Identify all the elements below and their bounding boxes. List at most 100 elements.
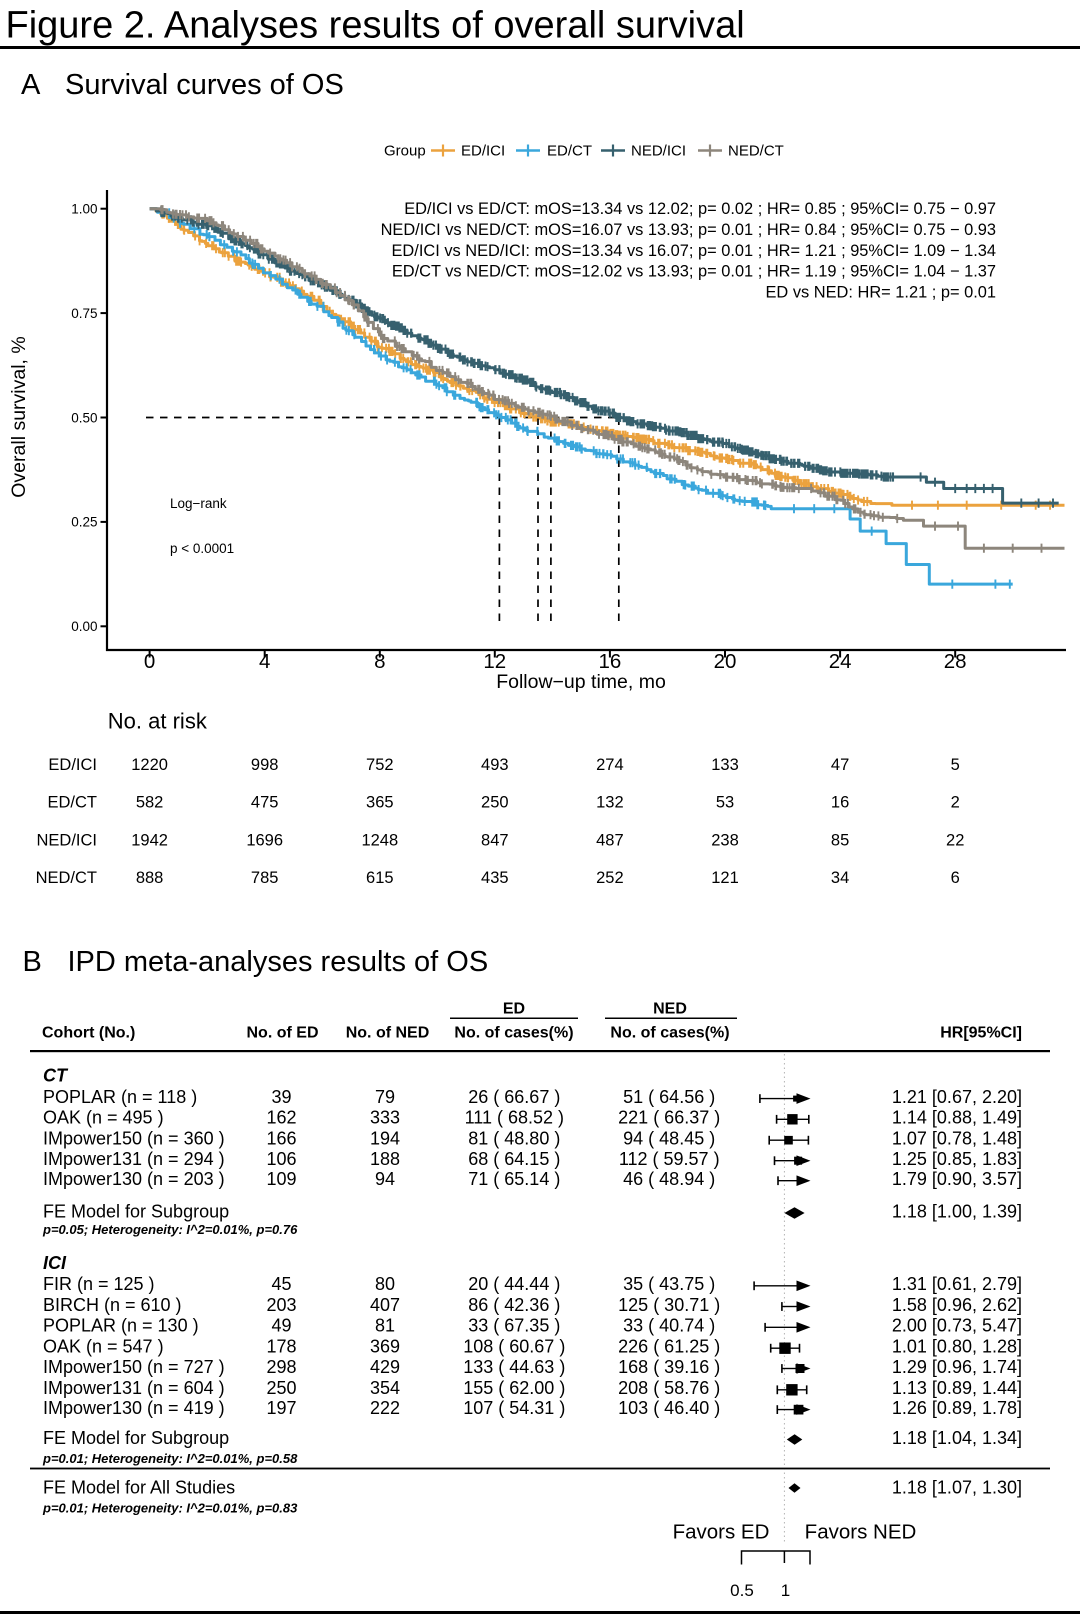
svg-text:132: 132: [596, 794, 624, 812]
svg-text:NED: NED: [653, 1001, 687, 1018]
svg-text:ICI: ICI: [43, 1253, 67, 1273]
svg-text:ED/CT vs NED/CT: mOS=12.02 vs: ED/CT vs NED/CT: mOS=12.02 vs 13.93; p= …: [392, 263, 996, 281]
svg-text:NED/ICI: NED/ICI: [36, 831, 97, 849]
svg-text:No. of NED: No. of NED: [346, 1025, 430, 1042]
svg-text:0.25: 0.25: [71, 515, 97, 530]
svg-text:888: 888: [136, 869, 164, 887]
svg-text:No. of cases(%): No. of cases(%): [610, 1025, 729, 1042]
svg-text:94: 94: [375, 1169, 395, 1189]
svg-text:1.79 [0.90, 3.57]: 1.79 [0.90, 3.57]: [892, 1169, 1022, 1189]
svg-text:NED/ICI: NED/ICI: [631, 142, 686, 159]
svg-text:Cohort (No.): Cohort (No.): [42, 1025, 135, 1042]
svg-text:IMpower150 (n = 727 ): IMpower150 (n = 727 ): [43, 1357, 225, 1377]
svg-text:20: 20: [714, 650, 737, 673]
svg-text:1.00: 1.00: [71, 202, 97, 217]
svg-text:IMpower150 (n = 360 ): IMpower150 (n = 360 ): [43, 1129, 225, 1149]
svg-text:46 ( 48.94 ): 46 ( 48.94 ): [623, 1169, 715, 1189]
svg-text:487: 487: [596, 831, 624, 849]
svg-text:IMpower130 (n = 203 ): IMpower130 (n = 203 ): [43, 1169, 225, 1189]
svg-text:1.58 [0.96, 2.62]: 1.58 [0.96, 2.62]: [892, 1295, 1022, 1315]
svg-text:No. at risk: No. at risk: [108, 709, 208, 734]
svg-text:ED/ICI vs NED/ICI: mOS=13.34 v: ED/ICI vs NED/ICI: mOS=13.34 vs 16.07; p…: [392, 242, 997, 260]
svg-text:108 ( 60.67 ): 108 ( 60.67 ): [463, 1337, 565, 1357]
svg-text:51 ( 64.56 ): 51 ( 64.56 ): [623, 1087, 715, 1107]
svg-text:81: 81: [375, 1316, 395, 1336]
svg-text:1.13 [0.89, 1.44]: 1.13 [0.89, 1.44]: [892, 1378, 1022, 1398]
svg-text:4: 4: [259, 650, 270, 673]
svg-text:298: 298: [266, 1357, 296, 1377]
svg-text:133: 133: [711, 756, 739, 774]
svg-text:238: 238: [711, 831, 739, 849]
svg-text:34: 34: [831, 869, 849, 887]
svg-text:133 ( 44.63 ): 133 ( 44.63 ): [463, 1357, 565, 1377]
svg-text:582: 582: [136, 794, 164, 812]
svg-text:p=0.05; Heterogeneity: I^2=0.0: p=0.05; Heterogeneity: I^2=0.01%, p=0.76: [42, 1222, 298, 1237]
svg-text:IMpower131 (n = 604 ): IMpower131 (n = 604 ): [43, 1378, 225, 1398]
svg-text:ED/CT: ED/CT: [547, 142, 592, 159]
svg-text:16: 16: [831, 794, 849, 812]
svg-text:615: 615: [366, 869, 394, 887]
svg-text:ED: ED: [503, 1001, 525, 1018]
svg-text:188: 188: [370, 1149, 400, 1169]
svg-text:274: 274: [596, 756, 624, 774]
svg-text:1: 1: [781, 1581, 790, 1600]
svg-text:1.18 [1.04, 1.34]: 1.18 [1.04, 1.34]: [892, 1428, 1022, 1448]
svg-text:166: 166: [266, 1129, 296, 1149]
svg-text:194: 194: [370, 1129, 400, 1149]
svg-text:6: 6: [951, 869, 960, 887]
svg-text:112 ( 59.57 ): 112 ( 59.57 ): [619, 1149, 720, 1169]
svg-text:NED/CT: NED/CT: [36, 869, 97, 887]
svg-text:1248: 1248: [361, 831, 398, 849]
svg-text:0.00: 0.00: [71, 619, 97, 634]
svg-text:365: 365: [366, 794, 394, 812]
svg-text:p=0.01; Heterogeneity: I^2=0.0: p=0.01; Heterogeneity: I^2=0.01%, p=0.83: [42, 1501, 298, 1516]
svg-text:1.14 [0.88, 1.49]: 1.14 [0.88, 1.49]: [892, 1108, 1022, 1128]
svg-text:ED/ICI vs ED/CT: mOS=13.34 vs: ED/ICI vs ED/CT: mOS=13.34 vs 12.02; p= …: [404, 200, 996, 218]
svg-text:79: 79: [375, 1087, 395, 1107]
svg-text:47: 47: [831, 756, 849, 774]
svg-text:8: 8: [374, 650, 385, 673]
svg-text:493: 493: [481, 756, 509, 774]
svg-text:1.01 [0.80, 1.28]: 1.01 [0.80, 1.28]: [892, 1337, 1022, 1357]
svg-text:162: 162: [266, 1108, 296, 1128]
svg-text:106: 106: [266, 1149, 296, 1169]
svg-text:POPLAR (n = 118 ): POPLAR (n = 118 ): [43, 1087, 197, 1107]
svg-text:1.21 [0.67, 2.20]: 1.21 [0.67, 2.20]: [892, 1087, 1022, 1107]
svg-text:45: 45: [271, 1274, 291, 1294]
svg-text:354: 354: [370, 1378, 400, 1398]
svg-text:0.5: 0.5: [730, 1581, 754, 1600]
svg-text:369: 369: [370, 1337, 400, 1357]
svg-text:p < 0.0001: p < 0.0001: [170, 541, 234, 556]
svg-text:No. of ED: No. of ED: [247, 1025, 319, 1042]
svg-text:OAK (n = 495 ): OAK (n = 495 ): [43, 1108, 164, 1128]
svg-text:1.25 [0.85, 1.83]: 1.25 [0.85, 1.83]: [892, 1149, 1022, 1169]
svg-text:121: 121: [711, 869, 739, 887]
svg-text:FE Model for Subgroup: FE Model for Subgroup: [43, 1428, 229, 1448]
svg-text:33 ( 67.35 ): 33 ( 67.35 ): [468, 1316, 560, 1336]
svg-text:250: 250: [266, 1378, 296, 1398]
svg-text:A: A: [21, 69, 41, 101]
svg-text:221 ( 66.37 ): 221 ( 66.37 ): [618, 1108, 720, 1128]
svg-text:ED/ICI: ED/ICI: [461, 142, 505, 159]
svg-text:208 ( 58.76 ): 208 ( 58.76 ): [618, 1378, 720, 1398]
svg-text:333: 333: [370, 1108, 400, 1128]
svg-text:35 ( 43.75 ): 35 ( 43.75 ): [623, 1274, 715, 1294]
svg-text:2: 2: [951, 794, 960, 812]
svg-text:178: 178: [266, 1337, 296, 1357]
svg-text:155 ( 62.00 ): 155 ( 62.00 ): [463, 1378, 565, 1398]
svg-text:BIRCH (n = 610 ): BIRCH (n = 610 ): [43, 1295, 182, 1315]
svg-text:33 ( 40.74 ): 33 ( 40.74 ): [623, 1316, 715, 1336]
svg-text:NED/ICI vs NED/CT: mOS=16.07 v: NED/ICI vs NED/CT: mOS=16.07 vs 13.93; p…: [381, 221, 996, 239]
svg-text:81 ( 48.80 ): 81 ( 48.80 ): [468, 1129, 560, 1149]
svg-text:IMpower131 (n = 294 ): IMpower131 (n = 294 ): [43, 1149, 225, 1169]
svg-text:250: 250: [481, 794, 509, 812]
svg-text:86 ( 42.36 ): 86 ( 42.36 ): [468, 1295, 560, 1315]
svg-text:53: 53: [716, 794, 734, 812]
svg-text:16: 16: [598, 650, 621, 673]
svg-text:HR[95%CI]: HR[95%CI]: [940, 1025, 1022, 1042]
svg-text:12: 12: [483, 650, 506, 673]
svg-text:252: 252: [596, 869, 624, 887]
svg-text:785: 785: [251, 869, 279, 887]
svg-text:752: 752: [366, 756, 394, 774]
svg-text:p=0.01; Heterogeneity: I^2=0.0: p=0.01; Heterogeneity: I^2=0.01%, p=0.58: [42, 1451, 298, 1466]
